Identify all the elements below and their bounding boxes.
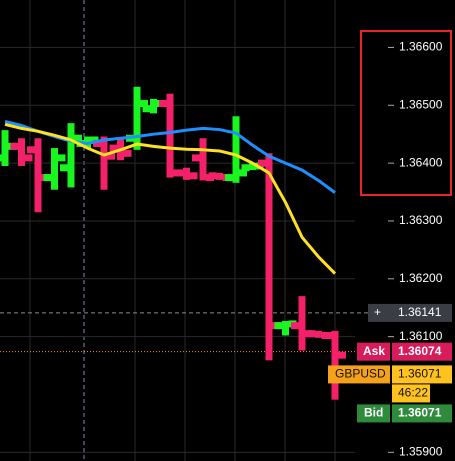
bar-open [192,154,200,162]
bar-open [10,142,19,150]
crosshair-label: 1.36141 [398,305,442,319]
y-tick-label: 1.36600 [399,40,443,54]
timer: 46:22 [398,386,428,400]
bar-open [109,144,118,152]
bid-name-box [357,404,390,423]
bar-open [93,139,101,147]
bar-open [0,154,2,162]
bar-open [27,146,35,154]
bar-close [189,172,198,180]
bid-price-box [392,404,452,423]
bar-close [74,134,82,142]
bar-open [208,172,217,180]
timer-box [392,384,430,403]
bid-name: Bid [364,406,383,420]
bar-range [67,123,75,188]
bar-close [107,152,115,160]
symbol-name: GBPUSD [335,367,386,381]
last-price: 1.36071 [398,367,442,381]
bar-range [265,153,273,361]
bar-open [225,174,233,182]
ask-name: Ask [363,344,385,358]
bar-range [183,167,190,180]
bar-open [324,331,332,339]
bar-close [338,351,346,359]
bar-range [315,330,322,338]
bar-range [51,148,58,190]
bar-close [140,100,148,108]
bar-close [239,169,247,177]
bar-close [57,154,66,162]
bar-range [34,138,42,213]
bar-range [133,86,141,150]
symbol-box [328,365,390,384]
crosshair-label-box [368,303,452,322]
last-price-box [392,365,452,384]
bar-range [282,321,289,336]
bar-open [175,169,184,177]
y-tick-label: 1.36400 [399,155,443,169]
bar-close [123,149,132,157]
y-tick-label: 1.36200 [399,271,443,285]
bar-open [258,159,266,167]
ask-name-box [357,342,390,361]
bar-range [232,116,240,183]
bar-open [241,164,250,172]
moving-average [4,122,337,275]
bar-range [150,98,157,114]
bar-range [166,93,174,178]
y-tick-label: 1.36300 [399,213,443,227]
bar-open [274,322,283,330]
ask-price: 1.36074 [398,344,442,358]
bar-range [331,330,339,400]
bar-range [249,163,256,171]
vertical-grid [29,0,336,461]
bar-range [100,136,108,190]
bid-price: 1.36071 [398,406,442,420]
bar-open [43,174,52,182]
bar-open [159,100,167,108]
bar-range [298,296,306,351]
bar-open [60,164,68,172]
y-tick-label: 1.35900 [399,444,443,458]
bar-open [291,322,299,330]
bar-range [1,130,9,167]
bar-open [142,105,151,113]
bar-open [307,330,316,338]
bar-close [24,154,33,162]
y-tick-label: 1.36500 [399,97,443,111]
bar-range [199,138,207,181]
ask-price-box [392,342,452,361]
crosshair-plus: + [374,305,381,319]
highlight-box [360,30,452,196]
bar-range [216,172,223,180]
bar-range [18,138,25,167]
y-tick-label: 1.36100 [399,329,443,343]
